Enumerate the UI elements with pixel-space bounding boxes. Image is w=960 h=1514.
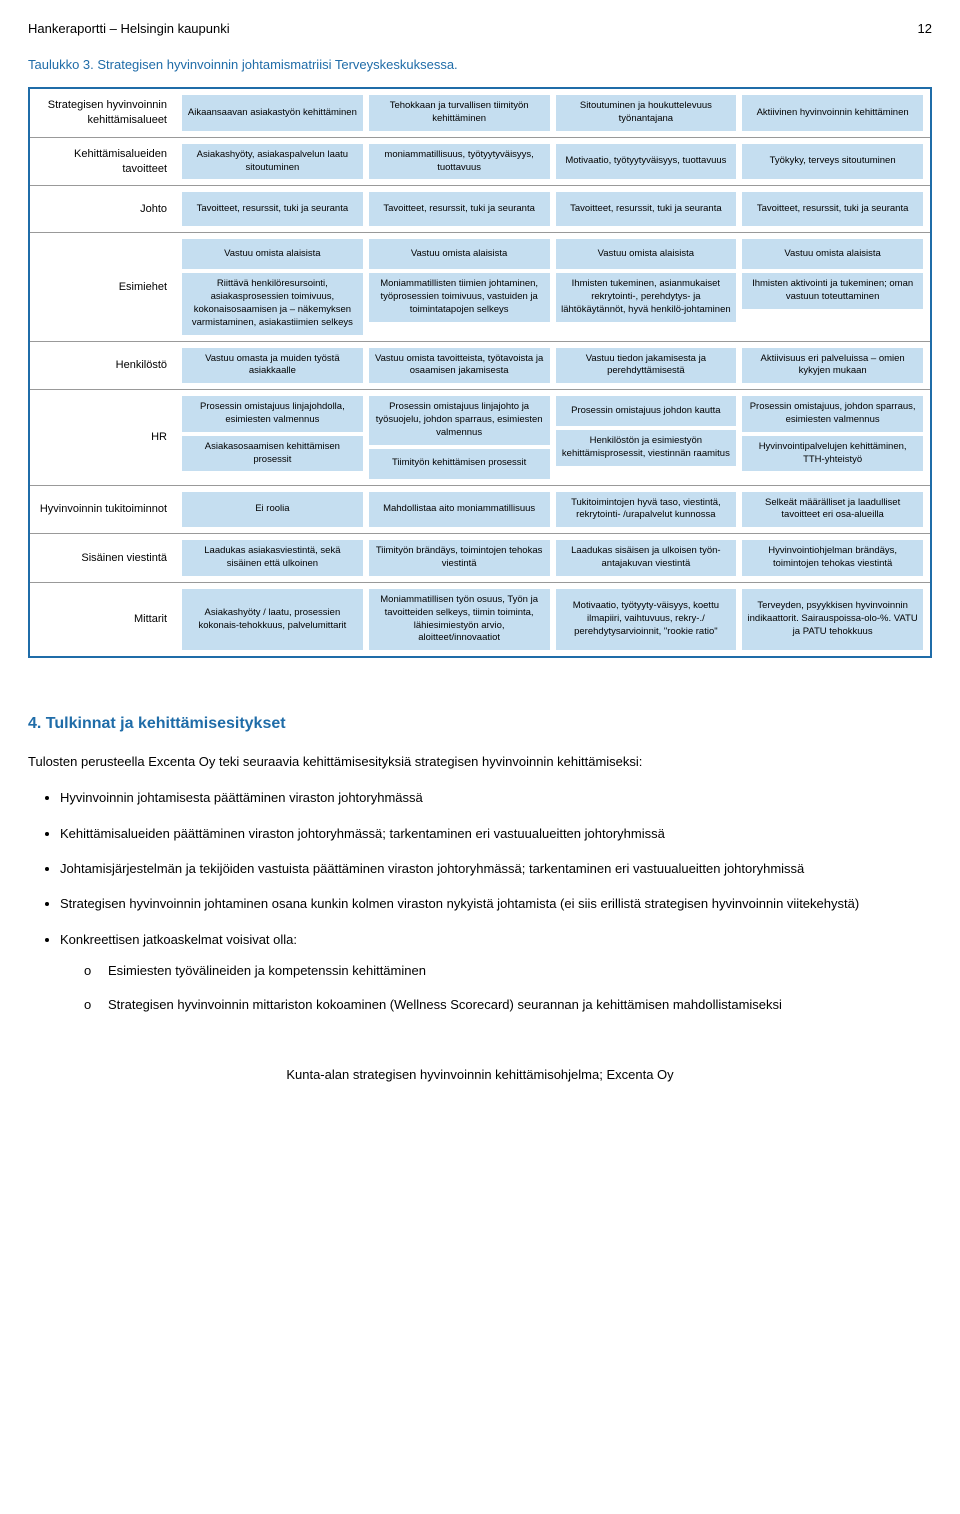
matrix-row: MittaritAsiakashyöty / laatu, prosessien… [30,583,930,656]
table-caption: Taulukko 3. Strategisen hyvinvoinnin joh… [28,56,932,74]
matrix-stack: Prosessin omistajuus linjajohdolla, esim… [182,396,363,478]
row-label: Kehittämisalueiden tavoitteet [30,138,175,186]
matrix-cell: Tukitoimintojen hyvä taso, viestintä, re… [556,492,737,528]
matrix-cell: Tavoitteet, resurssit, tuki ja seuranta [742,192,923,226]
matrix-cell: Moniammatillisen työn osuus, Työn ja tav… [369,589,550,650]
matrix-row: HenkilöstöVastuu omasta ja muiden työstä… [30,342,930,391]
matrix-cell: Hyvinvointipalvelujen kehittäminen, TTH-… [742,436,923,472]
sub-list-item: Esimiesten työvälineiden ja kompetenssin… [84,959,932,982]
row-label: HR [30,390,175,484]
row-data: Tavoitteet, resurssit, tuki ja seurantaT… [175,186,930,232]
list-item: Kehittämisalueiden päättäminen viraston … [60,822,932,845]
section-4-list: Hyvinvoinnin johtamisesta päättäminen vi… [28,786,932,1016]
matrix-stack: Vastuu omista alaisista Moniammatillisten… [369,239,550,334]
matrix-stack: Prosessin omistajuus johdon kautta Henkil… [556,396,737,478]
section-4-intro: Tulosten perusteella Excenta Oy teki seu… [28,753,932,771]
matrix-cell: Prosessin omistajuus linjajohdolla, esim… [182,396,363,432]
matrix-stack: Vastuu omista alaisista Ihmisten tukemine… [556,239,737,334]
matrix-cell: Vastuu omista alaisista [742,239,923,269]
matrix-cell: Aktiivinen hyvinvoinnin kehittäminen [742,95,923,131]
row-data: Laadukas asiakasviestintä, sekä sisäinen… [175,534,930,582]
matrix-cell: Aikaansaavan asiakastyön kehittäminen [182,95,363,131]
matrix-table: Strategisen hyvinvoinnin kehittämisaluee… [28,87,932,658]
matrix-row: Strategisen hyvinvoinnin kehittämisaluee… [30,89,930,138]
matrix-cell: Asiakasosaamisen kehittämisen prosessit [182,436,363,472]
matrix-cell: Laadukas sisäisen ja ulkoisen työn-antaj… [556,540,737,576]
matrix-cell: Tehokkaan ja turvallisen tiimityön kehit… [369,95,550,131]
matrix-cell: Riittävä henkilöresursointi, asiakaspros… [182,273,363,334]
matrix-cell: Terveyden, psyykkisen hyvinvoinnin indik… [742,589,923,650]
row-label: Mittarit [30,583,175,656]
matrix-cell: Vastuu tiedon jakamisesta ja perehdyttäm… [556,348,737,384]
matrix-row: Kehittämisalueiden tavoitteetAsiakashyöt… [30,138,930,187]
row-data: Ei rooliaMahdollistaa aito moniammatilli… [175,486,930,534]
matrix-cell: Prosessin omistajuus, johdon sparraus, e… [742,396,923,432]
matrix-cell: Tavoitteet, resurssit, tuki ja seuranta [369,192,550,226]
matrix-stack: Vastuu omista alaisista Riittävä henkilör… [182,239,363,334]
doc-title: Hankeraportti – Helsingin kaupunki [28,20,230,38]
row-data: Asiakashyöty / laatu, prosessien kokonai… [175,583,930,656]
matrix-cell: Prosessin omistajuus johdon kautta [556,396,737,426]
row-data: Vastuu omista alaisistaRiittävä henkilör… [175,233,930,340]
list-item: Konkreettisen jatkoaskelmat voisivat oll… [60,928,932,1016]
matrix-cell: Työkyky, terveys sitoutuminen [742,144,923,180]
page-footer: Kunta-alan strategisen hyvinvoinnin kehi… [28,1066,932,1084]
matrix-cell: Sitoutuminen ja houkuttelevuus työnantaj… [556,95,737,131]
row-label: Sisäinen viestintä [30,534,175,582]
matrix-cell: Vastuu omista alaisista [556,239,737,269]
row-label: Johto [30,186,175,232]
matrix-cell: Aktiivisuus eri palveluissa – omien kyky… [742,348,923,384]
row-data: Asiakashyöty, asiakaspalvelun laatu sito… [175,138,930,186]
matrix-cell: Ihmisten aktivointi ja tukeminen; oman v… [742,273,923,309]
row-data: Prosessin omistajuus linjajohdolla, esim… [175,390,930,484]
matrix-cell: Vastuu omista alaisista [369,239,550,269]
matrix-cell: Laadukas asiakasviestintä, sekä sisäinen… [182,540,363,576]
matrix-cell: Motivaatio, työtyyty-väisyys, koettu ilm… [556,589,737,650]
list-item: Strategisen hyvinvoinnin johtaminen osan… [60,892,932,915]
row-label: Hyvinvoinnin tukitoiminnot [30,486,175,534]
matrix-stack: Prosessin omistajuus, johdon sparraus, e… [742,396,923,478]
matrix-cell: Ihmisten tukeminen, asianmukaiset rekryt… [556,273,737,321]
matrix-cell: Hyvinvointiohjelman brändäys, toimintoje… [742,540,923,576]
matrix-cell: Henkilöstön ja esimiestyön kehittämispro… [556,430,737,466]
matrix-stack: Prosessin omistajuus linjajohto ja työsu… [369,396,550,478]
matrix-cell: Vastuu omista alaisista [182,239,363,269]
list-item: Hyvinvoinnin johtamisesta päättäminen vi… [60,786,932,809]
matrix-cell: Motivaatio, työtyytyväisyys, tuottavuus [556,144,737,180]
matrix-stack: Vastuu omista alaisista Ihmisten aktivoin… [742,239,923,334]
matrix-cell: Selkeät määrälliset ja laadulliset tavoi… [742,492,923,528]
matrix-cell: Asiakashyöty, asiakaspalvelun laatu sito… [182,144,363,180]
row-label: Esimiehet [30,233,175,340]
matrix-cell: Tavoitteet, resurssit, tuki ja seuranta [556,192,737,226]
matrix-row: JohtoTavoitteet, resurssit, tuki ja seur… [30,186,930,233]
matrix-cell: Asiakashyöty / laatu, prosessien kokonai… [182,589,363,650]
row-label: Henkilöstö [30,342,175,390]
matrix-cell: Vastuu omista tavoitteista, työtavoista … [369,348,550,384]
matrix-row: EsimiehetVastuu omista alaisistaRiittävä… [30,233,930,341]
matrix-row: Hyvinvoinnin tukitoiminnotEi rooliaMahdo… [30,486,930,535]
sub-list: Esimiesten työvälineiden ja kompetenssin… [60,959,932,1016]
row-label: Strategisen hyvinvoinnin kehittämisaluee… [30,89,175,137]
matrix-cell: Prosessin omistajuus linjajohto ja työsu… [369,396,550,444]
matrix-cell: Tiimityön kehittämisen prosessit [369,449,550,479]
page-number: 12 [918,20,932,38]
row-data: Vastuu omasta ja muiden työstä asiakkaal… [175,342,930,390]
row-data: Aikaansaavan asiakastyön kehittäminenTeh… [175,89,930,137]
matrix-cell: Mahdollistaa aito moniammatillisuus [369,492,550,528]
matrix-cell: Tiimityön brändäys, toimintojen tehokas … [369,540,550,576]
matrix-cell: Ei roolia [182,492,363,528]
matrix-cell: Vastuu omasta ja muiden työstä asiakkaal… [182,348,363,384]
matrix-row: HRProsessin omistajuus linjajohdolla, es… [30,390,930,485]
matrix-cell: moniammatillisuus, työtyytyväisyys, tuot… [369,144,550,180]
matrix-row: Sisäinen viestintäLaadukas asiakasviesti… [30,534,930,583]
sub-list-item: Strategisen hyvinvoinnin mittariston kok… [84,993,932,1016]
matrix-cell: Tavoitteet, resurssit, tuki ja seuranta [182,192,363,226]
matrix-cell: Moniammatillisten tiimien johtaminen, ty… [369,273,550,321]
list-item: Johtamisjärjestelmän ja tekijöiden vastu… [60,857,932,880]
section-4-title: 4. Tulkinnat ja kehittämisesitykset [28,713,932,735]
page-header: Hankeraportti – Helsingin kaupunki 12 [28,20,932,38]
